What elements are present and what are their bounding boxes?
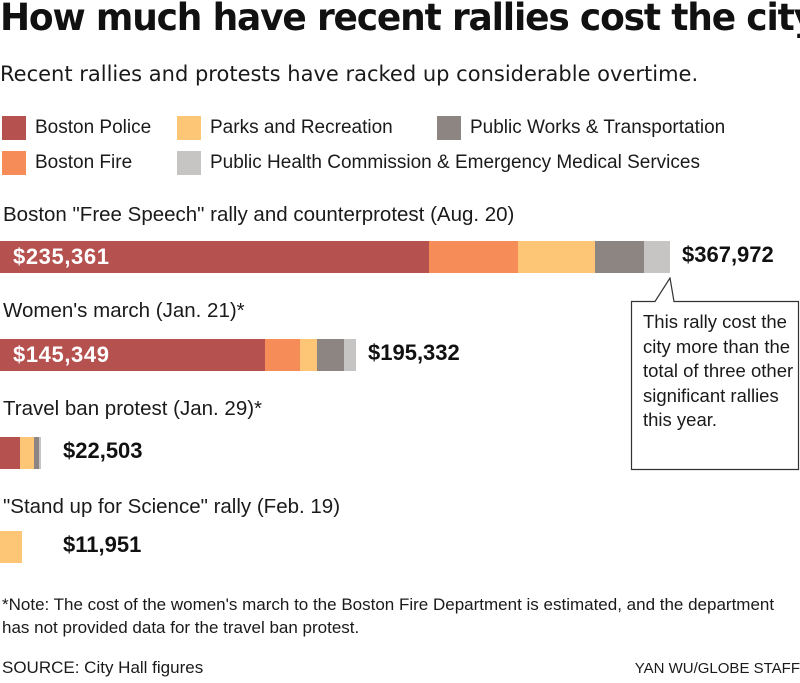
bar-segment: [33, 437, 40, 469]
stacked-bar: $145,349: [0, 339, 356, 371]
bar-total-label: $195,332: [368, 340, 460, 365]
stacked-bar: [0, 531, 22, 563]
rally-label: "Stand up for Science" rally (Feb. 19): [3, 495, 341, 518]
bar-segment: [0, 241, 429, 273]
callout-outline: [630, 277, 800, 471]
legend-label: Public Health Commission & Emergency Med…: [210, 152, 700, 173]
credit-line: YAN WU/GLOBE STAFF: [634, 660, 800, 677]
legend-swatch: [2, 116, 26, 140]
chart-subtitle: Recent rallies and protests have racked …: [0, 62, 699, 86]
bar-segment: [428, 241, 518, 273]
bar-segment: [300, 339, 318, 371]
bar-segment: [0, 437, 21, 469]
legend-swatch: [177, 116, 201, 140]
bar-total-label: $11,951: [63, 532, 142, 557]
bar-segment: [517, 241, 596, 273]
bar-segment: [0, 531, 22, 563]
bar-value-label: $235,361: [13, 244, 110, 269]
legend-swatch: [437, 116, 461, 140]
rally-label: Boston "Free Speech" rally and counterpr…: [3, 203, 515, 226]
bar-segment: [20, 437, 34, 469]
legend-label: Boston Police: [35, 117, 152, 138]
stacked-bar: $235,361: [0, 241, 670, 273]
callout-text: This rally cost the city more than the t…: [643, 311, 794, 430]
bar-segment: [595, 241, 645, 273]
legend-swatch: [177, 151, 201, 175]
bar-total-label: $22,503: [63, 438, 143, 463]
footnote: *Note: The cost of the women's march to …: [2, 595, 775, 637]
bar-segment: [0, 339, 265, 371]
legend-label: Public Works & Transportation: [470, 117, 726, 138]
callout-box: [630, 277, 800, 471]
rally-label: Travel ban protest (Jan. 29)*: [3, 397, 263, 420]
legend-label: Boston Fire: [35, 152, 133, 173]
bar-segment: [644, 241, 670, 273]
bar-segment: [343, 339, 356, 371]
bar-segment: [39, 437, 41, 469]
bar-segment: [317, 339, 344, 371]
legend-swatch: [2, 151, 26, 175]
bar-value-label: $145,349: [13, 342, 110, 367]
stacked-bar: [0, 437, 41, 469]
source-line: SOURCE: City Hall figures: [2, 658, 204, 677]
rally-label: Women's march (Jan. 21)*: [3, 299, 245, 322]
chart-title: How much have recent rallies cost the ci…: [0, 0, 800, 39]
legend-label: Parks and Recreation: [210, 117, 393, 138]
bar-total-label: $367,972: [682, 242, 774, 267]
bar-segment: [264, 339, 301, 371]
